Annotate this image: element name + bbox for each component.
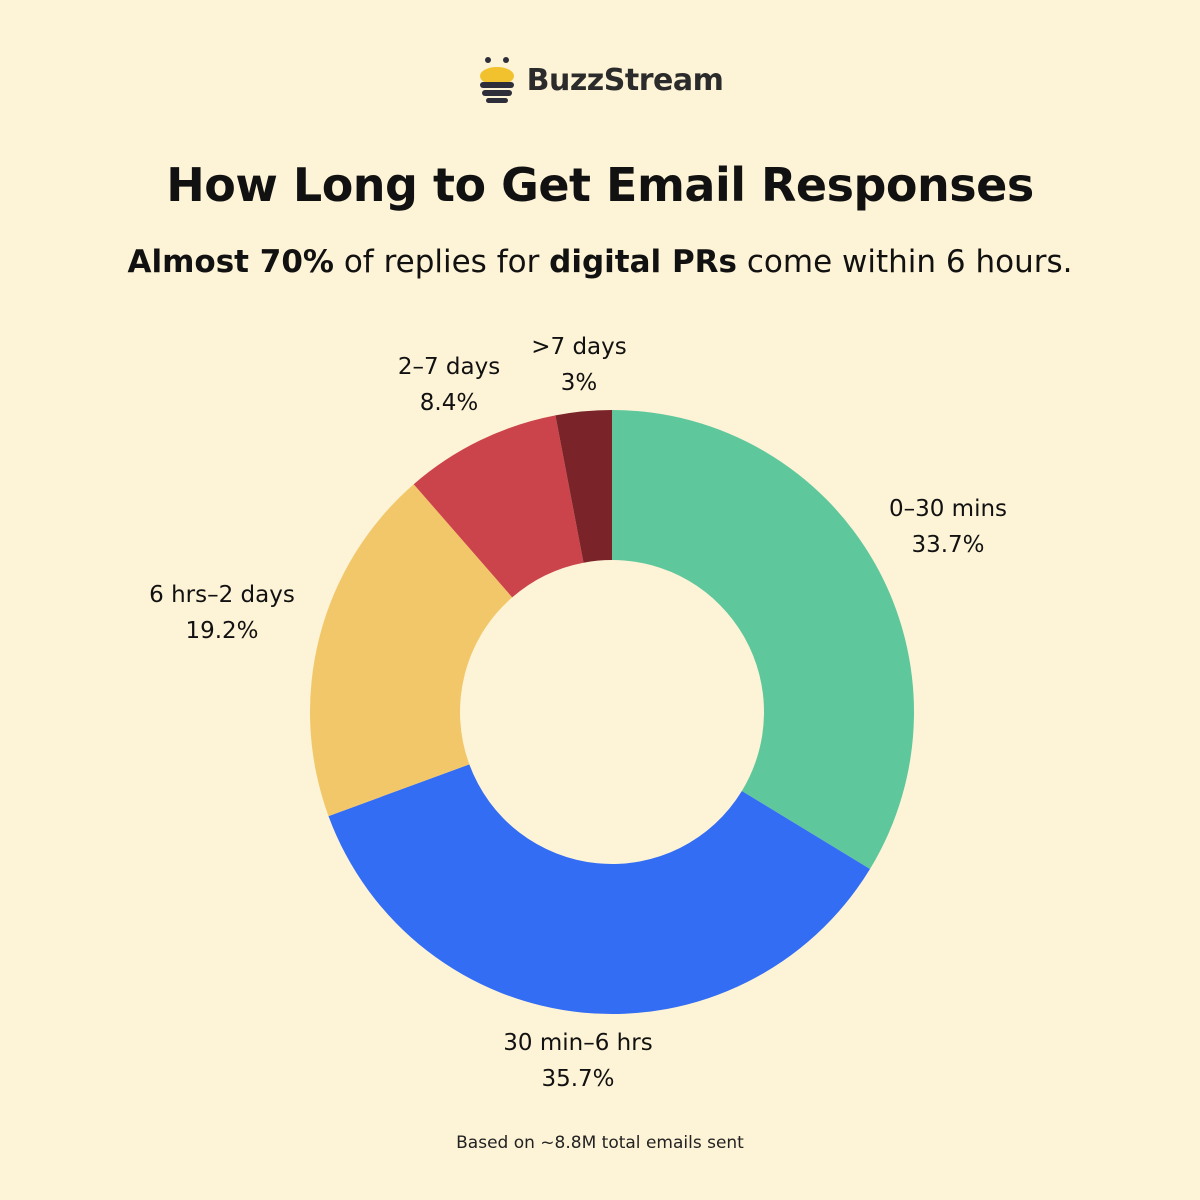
chart-title: How Long to Get Email Responses [166,158,1034,212]
brand-header: BuzzStream [0,50,1200,110]
subtitle-text-end: come within 6 hours. [737,244,1073,280]
slice-category-label: >7 days [531,334,627,360]
slice-value-label: 19.2% [185,618,258,644]
slice-category-label: 2–7 days [398,354,500,380]
slice-value-label: 3% [561,370,598,396]
donut-slice-4 [413,415,584,598]
donut-slice-5 [555,410,612,563]
donut-chart: 0–30 mins 33.7% 30 min–6 hrs 35.7% 6 hrs–2 d… [149,334,1007,1092]
slice-category-label: 30 min–6 hrs [503,1030,652,1056]
slice-category-label: 6 hrs–2 days [149,582,295,608]
chart-subtitle: Almost 70% of replies for digital PRs co… [0,244,1200,280]
bee-icon [479,57,514,103]
slice-value-label: 35.7% [541,1066,614,1092]
subtitle-highlight-percent: Almost 70% [127,244,334,280]
subtitle-highlight-audience: digital PRs [549,244,738,280]
donut-slice-1 [612,410,914,869]
slice-category-label: 0–30 mins [889,496,1007,522]
brand-name: BuzzStream [526,62,724,98]
footnote: Based on ~8.8M total emails sent [456,1133,744,1153]
donut-slice-3 [310,484,513,817]
slice-value-label: 8.4% [420,390,478,416]
donut-slice-2 [328,764,870,1014]
subtitle-text: of replies for [333,244,550,280]
slice-value-label: 33.7% [911,532,984,558]
